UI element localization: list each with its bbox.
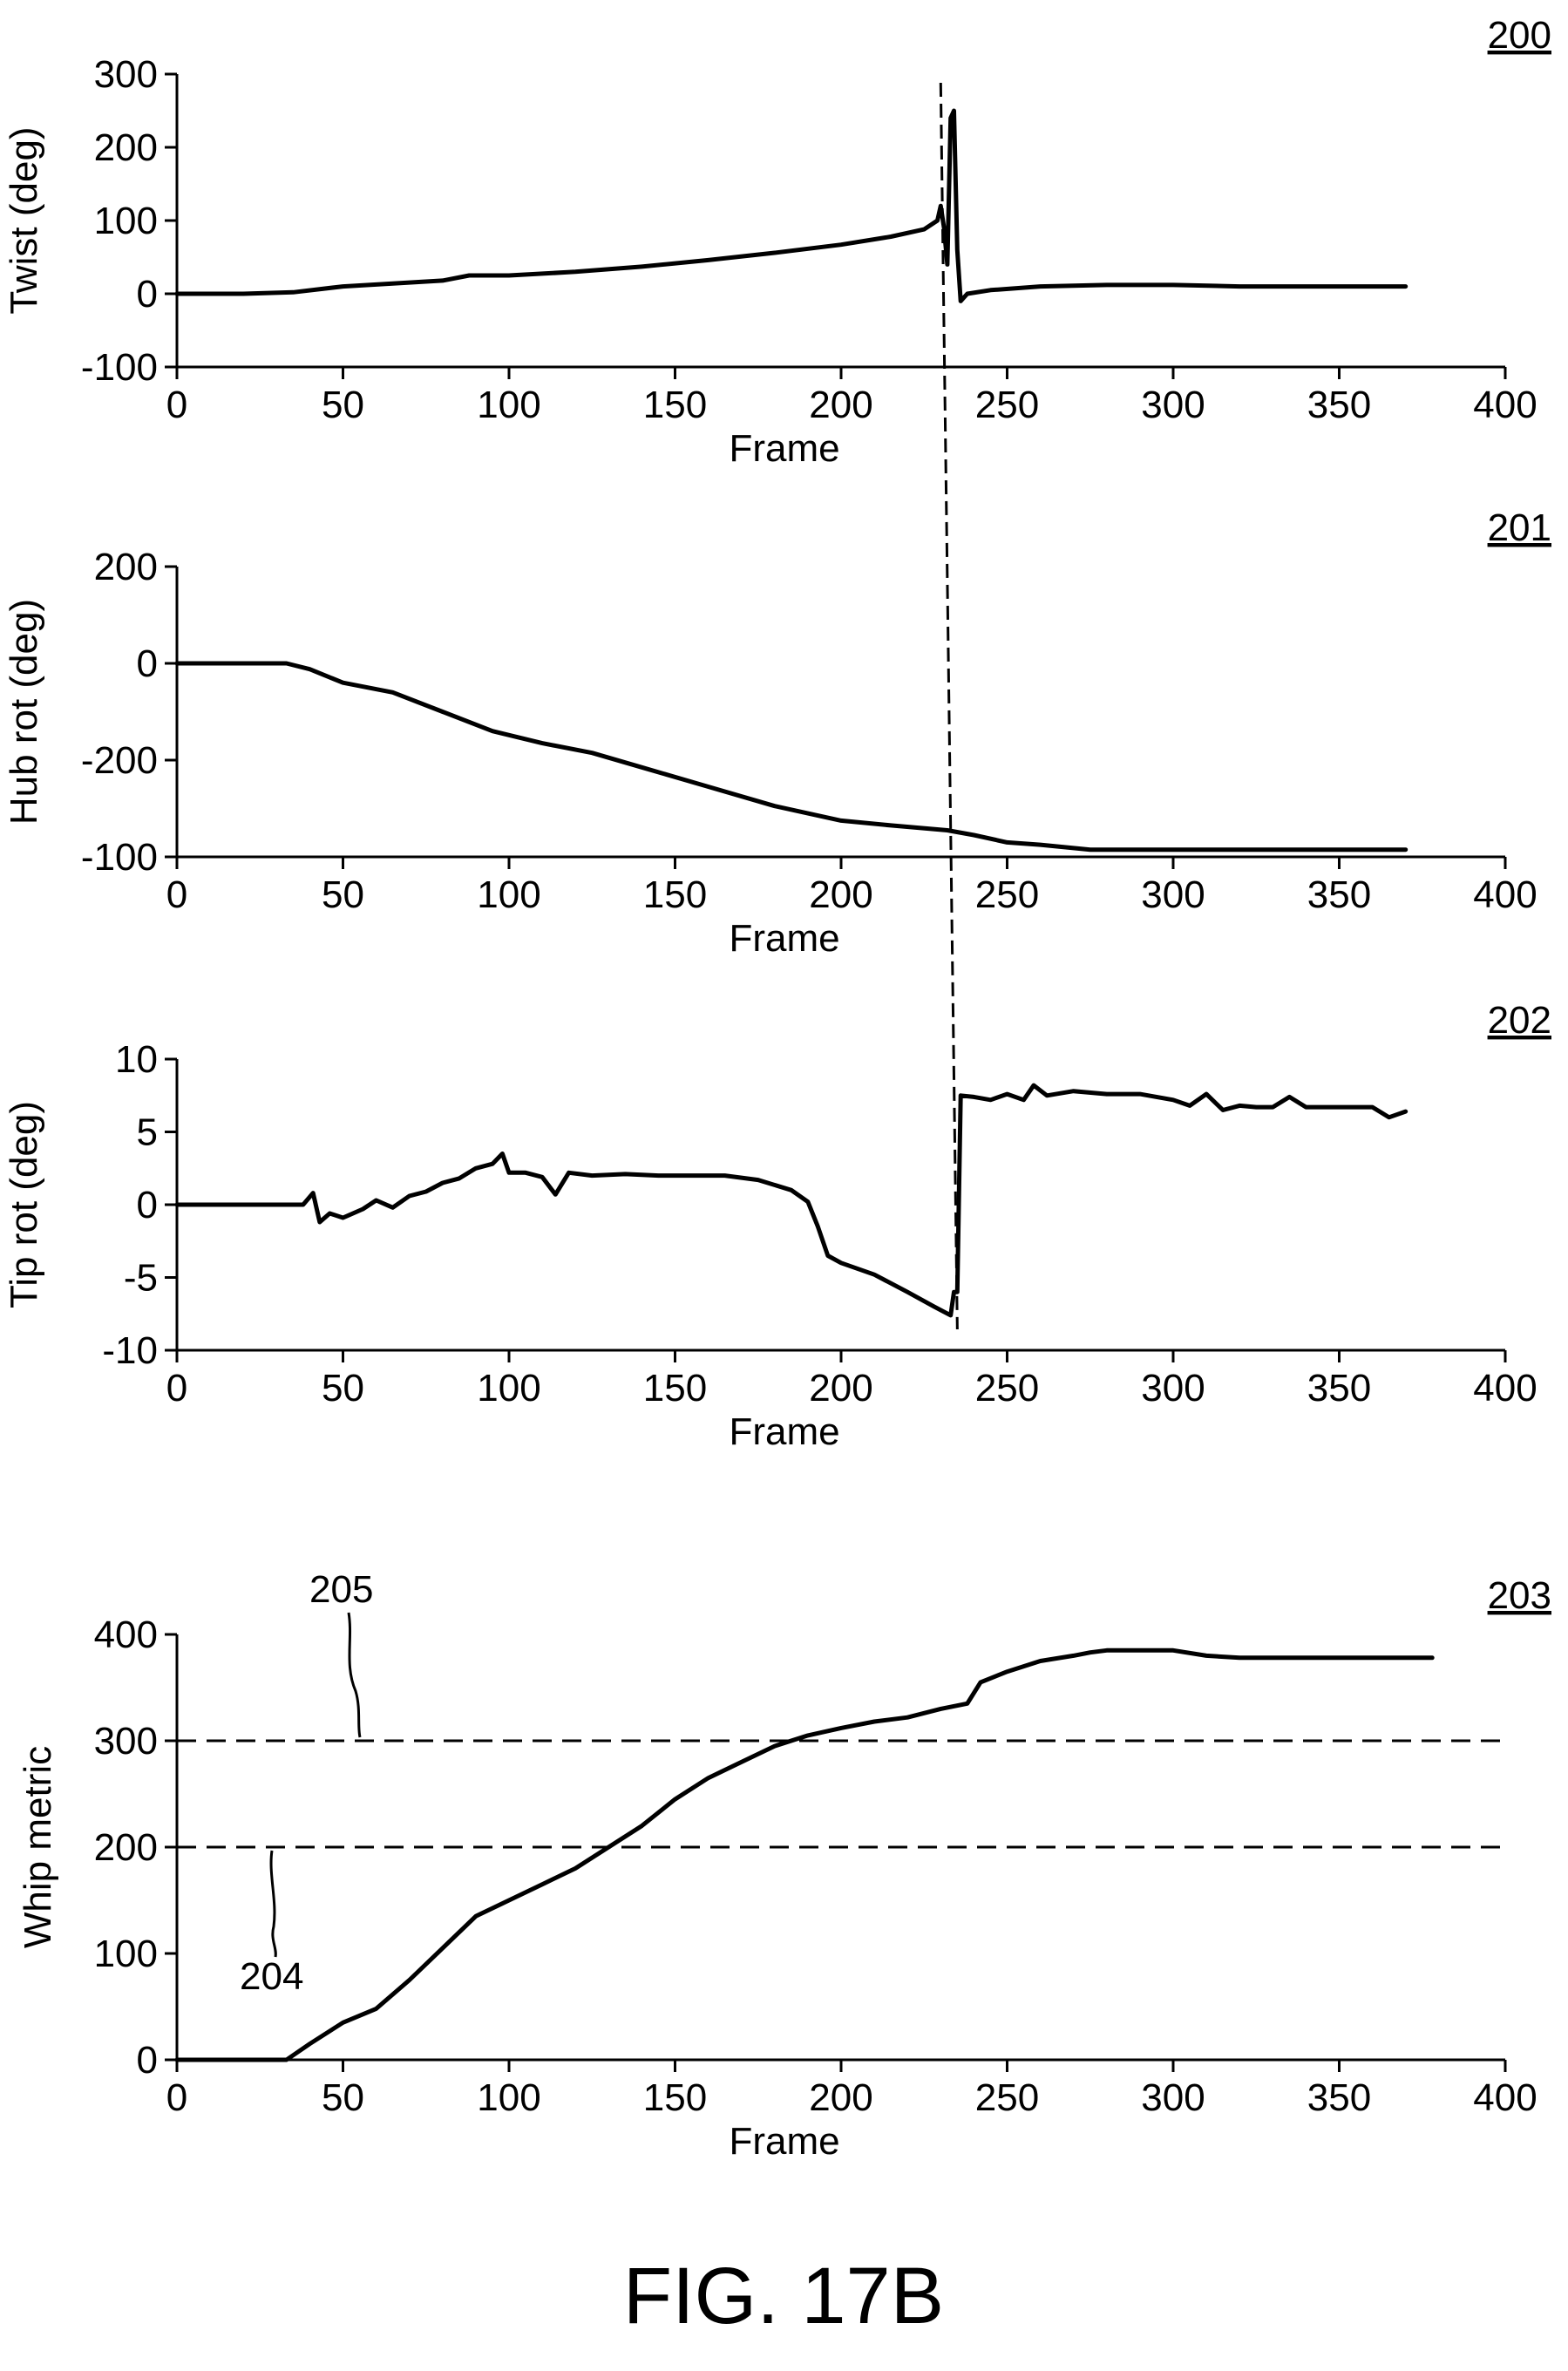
reference-numeral: 203 (1488, 1574, 1551, 1617)
x-tick-label: 400 (1473, 2076, 1537, 2119)
figure-caption: FIG. 17B (623, 2252, 944, 2340)
chart-panel-200: 0 50 100 150 200 250 300 350 4003002001000-100Fr… (3, 14, 1551, 470)
y-tick-label: 10 (115, 1038, 158, 1081)
y-tick-label: 200 (94, 546, 158, 588)
x-tick-label: 50 (322, 2076, 364, 2119)
callout-leader-204 (269, 1850, 277, 1958)
y-tick-label: 200 (94, 1826, 158, 1869)
y-axis-title: Hub rot (deg) (3, 599, 45, 825)
y-axis-title: Whip metric (17, 1746, 59, 1948)
series-line-201 (174, 661, 1408, 853)
x-tick-label: 0 (166, 1367, 187, 1410)
x-tick-label: 100 (477, 384, 540, 426)
x-tick-label: 350 (1307, 2076, 1371, 2119)
x-tick-label: 0 (166, 384, 187, 426)
x-tick-label: 350 (1307, 873, 1371, 916)
chart-panel-202: 0 50 100 150 200 250 300 350 4001050-5-10FrameTi… (3, 999, 1551, 1453)
x-tick-label: 200 (809, 2076, 872, 2119)
x-tick-label: 400 (1473, 384, 1537, 426)
y-axis-title: Tip rot (deg) (3, 1101, 45, 1308)
reference-numeral: 200 (1488, 14, 1551, 57)
x-tick-label: 50 (322, 1367, 364, 1410)
x-tick-label: 300 (1141, 2076, 1205, 2119)
y-tick-label: 0 (137, 642, 158, 685)
y-tick-label: 200 (94, 126, 158, 169)
x-tick-label: 100 (477, 1367, 540, 1410)
y-tick-label: -100 (81, 346, 158, 389)
x-tick-label: 400 (1473, 1367, 1537, 1410)
x-tick-label: 400 (1473, 873, 1537, 916)
x-tick-label: 100 (477, 873, 540, 916)
y-tick-label: -200 (81, 739, 158, 782)
callout-label-205: 205 (309, 1568, 373, 1611)
y-tick-label: -10 (102, 1329, 158, 1372)
y-tick-label: 0 (137, 2039, 158, 2082)
y-tick-label: 400 (94, 1614, 158, 1656)
y-tick-label: -5 (124, 1257, 158, 1300)
chart-panel-201: 0 50 100 150 200 250 300 350 400 200 0 -200 -100 Fram… (3, 506, 1551, 960)
x-tick-label: 250 (975, 2076, 1039, 2119)
x-tick-label: 200 (809, 1367, 872, 1410)
x-tick-label: 300 (1141, 1367, 1205, 1410)
x-tick-label: 150 (643, 873, 707, 916)
reference-numeral: 202 (1488, 999, 1551, 1042)
x-tick-label: 50 (322, 384, 364, 426)
y-tick-label: 0 (137, 273, 158, 316)
reference-numeral: 201 (1488, 506, 1551, 549)
x-tick-label: 350 (1307, 1367, 1371, 1410)
x-tick-label: 200 (809, 873, 872, 916)
event-marker-dashed-line (939, 82, 959, 1330)
x-tick-label: 0 (166, 2076, 187, 2119)
x-axis-title: Frame (729, 1410, 839, 1453)
series-line-200 (174, 108, 1408, 303)
series-line-202 (174, 1083, 1408, 1318)
y-tick-label: 300 (94, 53, 158, 96)
x-tick-label: 100 (477, 2076, 540, 2119)
y-tick-label: 100 (94, 200, 158, 242)
x-tick-label: 150 (643, 384, 707, 426)
x-tick-label: 150 (643, 2076, 707, 2119)
callout-label-204: 204 (240, 1955, 303, 1998)
series-line-203 (174, 1647, 1435, 2062)
chart-panel-203: 0 50 100 150 200 250 300 350 400 400 300 200 100 0 Fra… (17, 1574, 1551, 2163)
y-tick-label: 300 (94, 1720, 158, 1763)
callout-leader-205 (347, 1612, 362, 1738)
y-tick-label: 100 (94, 1933, 158, 1975)
y-tick-label: 5 (137, 1111, 158, 1154)
y-tick-label: -100 (81, 836, 158, 879)
y-axis-title: Twist (deg) (3, 126, 45, 314)
y-tick-label: 0 (137, 1184, 158, 1226)
x-tick-label: 350 (1307, 384, 1371, 426)
x-axis-title: Frame (729, 427, 839, 470)
x-tick-label: 150 (643, 1367, 707, 1410)
x-axis-title: Frame (729, 2120, 839, 2163)
x-tick-label: 250 (975, 1367, 1039, 1410)
x-tick-label: 0 (166, 873, 187, 916)
x-tick-label: 250 (975, 384, 1039, 426)
x-tick-label: 300 (1141, 384, 1205, 426)
x-tick-label: 250 (975, 873, 1039, 916)
x-tick-label: 50 (322, 873, 364, 916)
x-tick-label: 300 (1141, 873, 1205, 916)
x-tick-label: 200 (809, 384, 872, 426)
x-axis-title: Frame (729, 917, 839, 960)
panels: 0 50 100 150 200 250 300 350 4003002001000-100Fr… (3, 14, 1551, 2163)
